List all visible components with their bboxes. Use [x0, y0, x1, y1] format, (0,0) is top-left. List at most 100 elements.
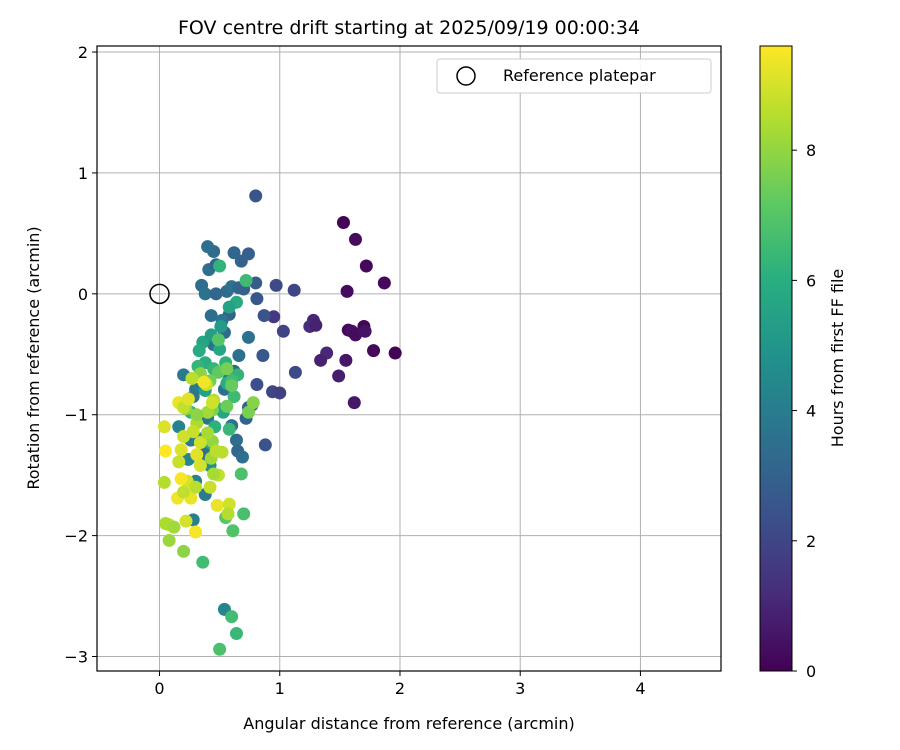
data-point	[190, 448, 204, 462]
colorbar-tick-label: 8	[806, 141, 816, 160]
data-point	[204, 309, 218, 323]
x-tick-label: 4	[635, 679, 645, 698]
data-point	[162, 533, 176, 547]
data-point	[234, 467, 248, 481]
data-point	[269, 278, 283, 292]
data-point	[256, 348, 270, 362]
data-point	[250, 292, 264, 306]
data-point	[225, 379, 239, 393]
data-point	[314, 353, 328, 367]
x-tick-label: 3	[515, 679, 525, 698]
data-point	[213, 259, 227, 273]
legend-reference-marker	[456, 66, 476, 86]
data-point	[339, 353, 353, 367]
data-point	[159, 444, 173, 458]
data-point	[336, 215, 350, 229]
data-point	[201, 426, 215, 440]
data-point	[377, 276, 391, 290]
data-point	[273, 386, 287, 400]
colorbar-tick-label: 0	[806, 662, 816, 681]
data-point	[221, 507, 235, 521]
data-point	[222, 422, 236, 436]
data-point	[359, 259, 373, 273]
data-point	[189, 480, 203, 494]
legend-reference-label: Reference platepar	[503, 66, 656, 85]
data-point	[222, 497, 236, 511]
chart-title: FOV centre drift starting at 2025/09/19 …	[178, 17, 640, 39]
data-point	[358, 324, 372, 338]
data-point	[234, 254, 248, 268]
data-point	[257, 309, 271, 323]
data-point	[201, 405, 215, 419]
grid-lines	[97, 46, 721, 671]
data-point	[197, 375, 211, 389]
colorbar-ticks: 0 2 4 6 8	[792, 141, 816, 681]
plot-frame	[96, 45, 722, 672]
y-axis-label: Rotation from reference (arcmin)	[24, 226, 43, 489]
data-point	[210, 498, 224, 512]
data-point	[193, 458, 207, 472]
data-point	[309, 318, 323, 332]
y-tick-label: 1	[78, 164, 88, 183]
data-point	[207, 467, 221, 481]
data-point	[174, 472, 188, 486]
data-point	[196, 555, 210, 569]
legend-box: Reference platepar	[436, 58, 712, 94]
data-point	[209, 287, 223, 301]
data-point	[222, 300, 236, 314]
data-point	[157, 420, 171, 434]
data-point	[174, 443, 188, 457]
x-axis-label: Angular distance from reference (arcmin)	[243, 714, 574, 733]
data-point	[185, 371, 199, 385]
x-tick-label: 2	[395, 679, 405, 698]
data-point	[177, 544, 191, 558]
data-point	[167, 520, 181, 534]
data-point	[367, 344, 381, 358]
data-point	[241, 330, 255, 344]
y-tick-label: −3	[64, 647, 88, 666]
data-points	[157, 189, 402, 656]
data-point	[172, 455, 186, 469]
data-point	[246, 396, 260, 410]
y-tick-label: 0	[78, 285, 88, 304]
data-point	[213, 342, 227, 356]
data-point	[198, 287, 212, 301]
data-point	[179, 514, 193, 528]
data-point	[211, 333, 225, 347]
data-point	[267, 310, 281, 324]
data-point	[193, 436, 207, 450]
data-point	[235, 450, 249, 464]
data-point	[250, 377, 264, 391]
data-point	[190, 408, 204, 422]
x-tick-label: 0	[154, 679, 164, 698]
data-point	[241, 405, 255, 419]
y-tick-label: −1	[64, 406, 88, 425]
data-point	[214, 319, 228, 333]
colorbar-label: Hours from first FF file	[828, 269, 847, 448]
colorbar	[759, 45, 793, 672]
data-point	[220, 399, 234, 413]
data-point	[249, 189, 263, 203]
data-point	[388, 346, 402, 360]
data-point	[332, 369, 346, 383]
data-point	[177, 429, 191, 443]
data-point	[192, 344, 206, 358]
data-point	[227, 390, 241, 404]
data-point	[237, 507, 251, 521]
reference-platepar-marker	[149, 283, 170, 305]
colorbar-tick-label: 4	[806, 402, 816, 421]
y-axis-ticks: −3 −2 −1 0 1 2	[64, 43, 97, 666]
colorbar-tick-label: 6	[806, 271, 816, 290]
data-point	[172, 420, 186, 434]
data-point	[347, 396, 361, 410]
data-point	[276, 324, 290, 338]
data-point	[226, 524, 240, 538]
x-axis-ticks: 0 1 2 3 4	[154, 671, 646, 698]
data-point	[177, 485, 191, 499]
data-point	[227, 246, 241, 260]
data-point	[258, 438, 272, 452]
data-point	[201, 240, 215, 254]
data-point	[239, 274, 253, 288]
data-point	[220, 362, 234, 376]
